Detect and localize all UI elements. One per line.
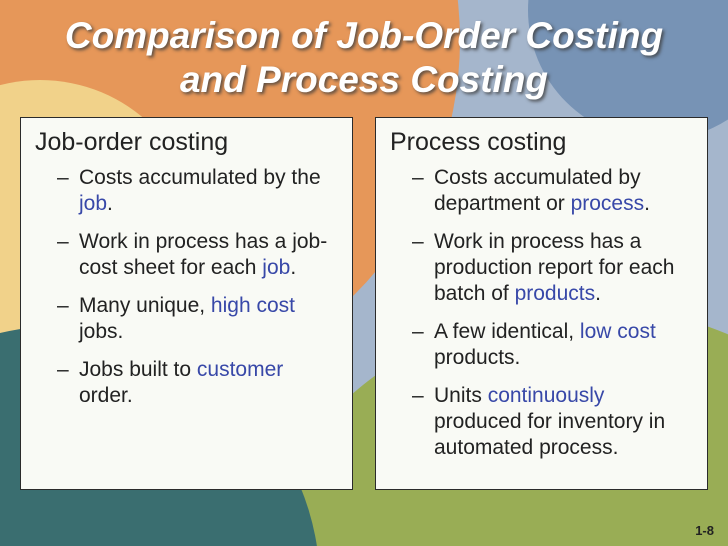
list-item: Units continuously produced for inventor… <box>416 383 693 461</box>
list-item: Work in process has a job-cost sheet for… <box>61 229 338 281</box>
list-item: Many unique, high cost jobs. <box>61 293 338 345</box>
list-item: Costs accumulated by department or proce… <box>416 165 693 217</box>
keyword: process <box>571 192 645 215</box>
comparison-columns: Job-order costing Costs accumulated by t… <box>0 103 728 490</box>
column-heading-right: Process costing <box>390 128 693 157</box>
bullet-list-right: Costs accumulated by department or proce… <box>390 165 693 461</box>
keyword: continuously <box>488 384 605 407</box>
slide: Comparison of Job-Order Costing and Proc… <box>0 0 728 546</box>
column-process: Process costing Costs accumulated by dep… <box>375 117 708 490</box>
list-item: Costs accumulated by the job. <box>61 165 338 217</box>
title-line-2: and Process Costing <box>0 58 728 102</box>
keyword: high cost <box>211 294 295 317</box>
page-number: 1-8 <box>695 523 714 538</box>
keyword: low cost <box>580 320 656 343</box>
slide-title: Comparison of Job-Order Costing and Proc… <box>0 0 728 103</box>
keyword: customer <box>197 358 283 381</box>
keyword: job <box>262 256 290 279</box>
list-item: A few identical, low cost products. <box>416 319 693 371</box>
list-item: Work in process has a production report … <box>416 229 693 307</box>
keyword: products <box>515 282 596 305</box>
column-job-order: Job-order costing Costs accumulated by t… <box>20 117 353 490</box>
bullet-list-left: Costs accumulated by the job. Work in pr… <box>35 165 338 409</box>
column-heading-left: Job-order costing <box>35 128 338 157</box>
list-item: Jobs built to customer order. <box>61 357 338 409</box>
title-line-1: Comparison of Job-Order Costing <box>0 14 728 58</box>
keyword: job <box>79 192 107 215</box>
